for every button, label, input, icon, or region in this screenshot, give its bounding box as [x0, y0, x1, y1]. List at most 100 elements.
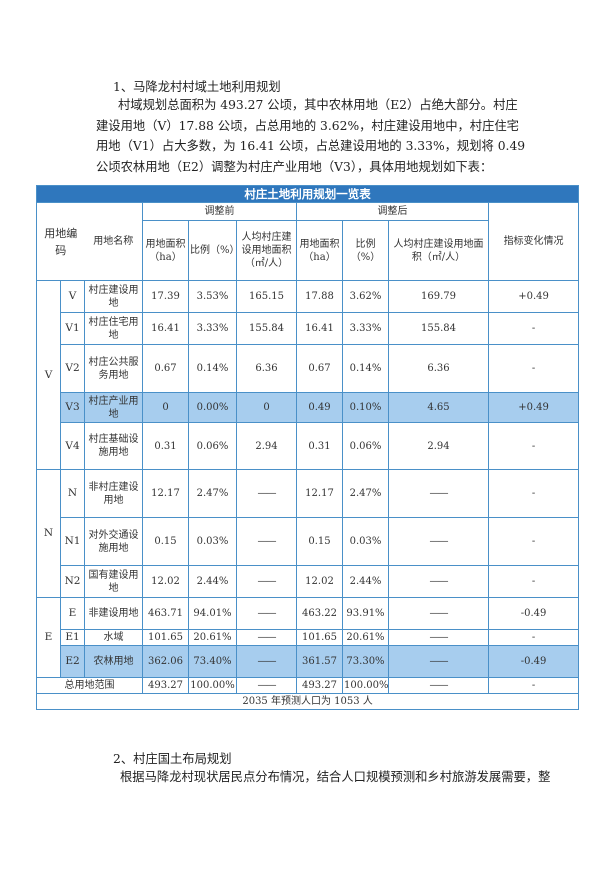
row-code: V1 [60, 312, 85, 345]
row-ratio-after: 0.10% [342, 392, 389, 423]
row-percap-before: 2.94 [236, 422, 297, 470]
header-before: 调整前 [142, 202, 297, 221]
row-name: 村庄基础设施用地 [84, 422, 143, 470]
row-percap-after: —— [388, 469, 489, 518]
row-name: 非村庄建设用地 [84, 469, 143, 518]
row-percap-before: 0 [236, 392, 297, 423]
total-ratio-before: 100.00% [188, 677, 237, 694]
header-percap-after: 人均村庄建设用地面积（㎡/人） [388, 220, 489, 281]
table-row: V V 村庄建设用地 17.39 3.53% 165.15 17.88 3.62… [36, 280, 580, 470]
row-percap-after: —— [388, 597, 489, 630]
row-area-after: 361.57 [296, 645, 343, 678]
row-percap-before: —— [236, 629, 297, 646]
row-ratio-before: 73.40% [188, 645, 237, 678]
row-ratio-after: 3.62% [342, 280, 389, 313]
row-ratio-after: 0.03% [342, 517, 389, 566]
row-percap-after: —— [388, 645, 489, 678]
table-caption-row: 村庄土地利用规划一览表 [35, 185, 580, 203]
row-area-after: 12.17 [296, 469, 343, 518]
row-name: 非建设用地 [84, 597, 143, 630]
row-change: - [487, 517, 580, 566]
row-code: E1 [60, 629, 85, 646]
row-percap-after: 155.84 [388, 312, 489, 345]
total-ratio-after: 100.00% [342, 677, 389, 694]
table-row-highlighted: V3 村庄产业用地 0 0.00% 0 0.49 0.10% 4.65 +0.4… [37, 392, 580, 423]
row-change: +0.49 [487, 280, 580, 313]
table-total-row: 总用地范围 493.27 100.00% —— 493.27 100.00% —… [36, 677, 580, 694]
row-change: - [487, 565, 580, 598]
table-row: V4 村庄基础设施用地 0.31 0.06% 2.94 0.31 0.06% 2… [37, 422, 580, 470]
row-percap-after: 4.65 [388, 392, 489, 423]
section-2-paragraph: 根据马降龙村现状居民点分布情况，结合人口规模预测和乡村旅游发展需要，整 [120, 770, 551, 784]
row-ratio-before: 0.14% [188, 344, 237, 393]
header-area-before: 用地面积（ha） [142, 220, 189, 281]
table-header-row: 用地编码 用地名称 调整前 调整后 指标变化情况 [36, 202, 580, 281]
table-row: N1 对外交通设施用地 0.15 0.03% —— 0.15 0.03% —— … [37, 517, 580, 566]
row-area-after: 0.15 [296, 517, 343, 566]
row-area-before: 17.39 [142, 280, 189, 313]
row-code: N1 [60, 517, 85, 566]
row-change: - [487, 629, 580, 646]
row-ratio-before: 2.44% [188, 565, 237, 598]
row-name: 水域 [84, 629, 143, 646]
header-name: 用地名称 [84, 202, 143, 281]
section-1-heading: 1、马降龙村村域土地利用规划 [113, 80, 281, 94]
row-ratio-after: 2.47% [342, 469, 389, 518]
row-percap-before: —— [236, 517, 297, 566]
table-note-row: 2035 年预测人口为 1053 人 [35, 693, 580, 710]
row-ratio-before: 94.01% [188, 597, 237, 630]
row-name: 国有建设用地 [84, 565, 143, 598]
row-ratio-before: 20.61% [188, 629, 237, 646]
table-row: N2 国有建设用地 12.02 2.44% —— 12.02 2.44% —— … [37, 565, 580, 598]
row-name: 村庄公共服务用地 [84, 344, 143, 393]
header-ratio-after: 比例（%） [342, 220, 389, 281]
table-row: V2 村庄公共服务用地 0.67 0.14% 6.36 0.67 0.14% 6… [37, 344, 580, 393]
group-code-e: E [36, 597, 61, 678]
row-ratio-after: 20.61% [342, 629, 389, 646]
row-area-before: 463.71 [142, 597, 189, 630]
row-area-after: 17.88 [296, 280, 343, 313]
group-code-v: V [36, 280, 61, 470]
row-ratio-after: 93.91% [342, 597, 389, 630]
table-note: 2035 年预测人口为 1053 人 [35, 693, 580, 710]
row-area-before: 0.15 [142, 517, 189, 566]
row-area-before: 362.06 [142, 645, 189, 678]
header-change: 指标变化情况 [487, 202, 580, 281]
table-row-highlighted: E2 农林用地 362.06 73.40% —— 361.57 73.30% —… [37, 645, 580, 678]
header-after: 调整后 [296, 202, 489, 221]
row-ratio-before: 0.03% [188, 517, 237, 566]
row-area-after: 0.31 [296, 422, 343, 470]
header-ratio-before: 比例（%） [188, 220, 240, 281]
row-percap-before: —— [236, 469, 297, 518]
table-caption: 村庄土地利用规划一览表 [35, 185, 580, 203]
total-percap-after: —— [388, 677, 489, 694]
total-name: 总用地范围 [36, 677, 143, 694]
row-area-before: 16.41 [142, 312, 189, 345]
row-area-after: 0.49 [296, 392, 343, 423]
row-area-after: 463.22 [296, 597, 343, 630]
row-ratio-before: 0.06% [188, 422, 237, 470]
row-code: V [60, 280, 85, 313]
row-percap-after: —— [388, 517, 489, 566]
land-use-table: 村庄土地利用规划一览表 用地编码 用地名称 调整前 调整后 指标变化情况 用地面… [35, 185, 580, 710]
row-change: - [487, 469, 580, 518]
header-percap-before: 人均村庄建设用地面积（㎡/人） [236, 220, 297, 281]
row-percap-before: —— [236, 597, 297, 630]
row-area-after: 101.65 [296, 629, 343, 646]
row-code: V2 [60, 344, 85, 393]
row-area-before: 0 [142, 392, 189, 423]
row-area-after: 0.67 [296, 344, 343, 393]
row-ratio-before: 0.00% [188, 392, 237, 423]
row-area-before: 0.31 [142, 422, 189, 470]
row-percap-after: —— [388, 565, 489, 598]
row-ratio-after: 73.30% [342, 645, 389, 678]
header-area-after: 用地面积（ha） [296, 220, 343, 281]
total-area-after: 493.27 [296, 677, 343, 694]
row-ratio-before: 3.53% [188, 280, 237, 313]
row-percap-before: —— [236, 645, 297, 678]
row-percap-after: —— [388, 629, 489, 646]
row-change: - [487, 422, 580, 470]
total-percap-before: —— [236, 677, 297, 694]
row-code: E [60, 597, 85, 630]
header-code: 用地编码 [36, 202, 85, 281]
